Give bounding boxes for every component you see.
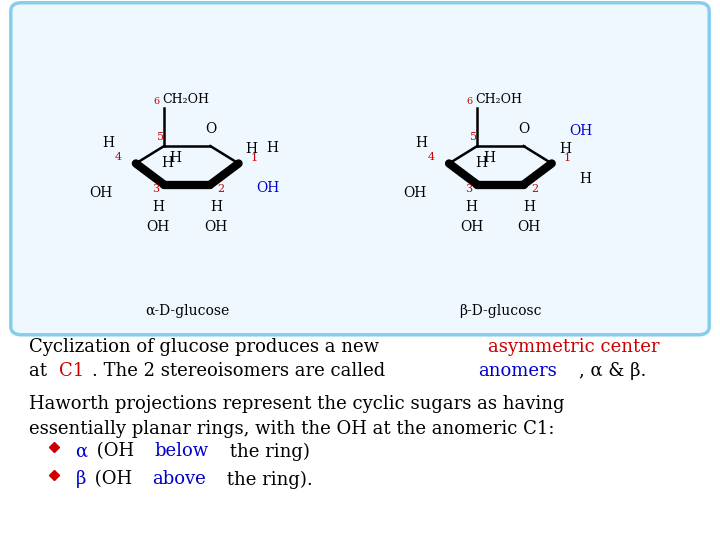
Text: at: at: [29, 362, 53, 380]
Text: H: H: [559, 142, 571, 156]
Text: H: H: [415, 136, 428, 150]
FancyBboxPatch shape: [11, 3, 709, 335]
Text: 3: 3: [152, 184, 159, 194]
Text: H: H: [579, 172, 591, 186]
Text: OH: OH: [518, 220, 541, 234]
Text: O: O: [518, 123, 529, 137]
Text: C1: C1: [60, 362, 85, 380]
Text: above: above: [152, 470, 206, 488]
Text: 5: 5: [470, 132, 477, 143]
Text: H: H: [523, 200, 536, 214]
Text: 3: 3: [465, 184, 472, 194]
Text: OH: OH: [204, 220, 228, 234]
Text: H: H: [152, 200, 164, 214]
Text: OH: OH: [460, 220, 483, 234]
Text: anomers: anomers: [478, 362, 557, 380]
Text: . The 2 stereoisomers are called: . The 2 stereoisomers are called: [92, 362, 391, 380]
Text: α-D-glucose: α-D-glucose: [145, 303, 230, 318]
Text: Haworth projections represent the cyclic sugars as having: Haworth projections represent the cyclic…: [29, 395, 564, 413]
Text: 5: 5: [157, 132, 164, 143]
Text: H: H: [483, 151, 495, 165]
Text: H: H: [246, 142, 258, 156]
Text: 6: 6: [467, 97, 473, 106]
Text: H: H: [266, 141, 278, 156]
Text: essentially planar rings, with the OH at the anomeric C1:: essentially planar rings, with the OH at…: [29, 420, 554, 437]
Text: 2: 2: [531, 184, 538, 194]
Text: α: α: [76, 442, 88, 460]
Text: β: β: [76, 470, 86, 488]
Text: the ring).: the ring).: [222, 470, 313, 489]
Text: H: H: [465, 200, 477, 214]
Text: CH₂OH: CH₂OH: [475, 93, 522, 106]
Text: OH: OH: [570, 124, 593, 138]
Text: (OH: (OH: [89, 470, 138, 488]
Text: O: O: [204, 123, 216, 137]
Text: 6: 6: [153, 97, 160, 106]
Text: below: below: [154, 442, 208, 460]
Text: (OH: (OH: [91, 442, 140, 460]
Text: 2: 2: [217, 184, 225, 194]
Text: OH: OH: [90, 186, 113, 200]
Text: OH: OH: [256, 181, 280, 195]
Text: H: H: [474, 156, 487, 170]
Text: CH₂OH: CH₂OH: [162, 93, 209, 106]
Text: , α & β.: , α & β.: [580, 362, 647, 380]
Text: H: H: [161, 156, 174, 170]
Text: H: H: [210, 200, 222, 214]
Text: β-D-glucosc: β-D-glucosc: [459, 303, 541, 318]
Text: H: H: [102, 136, 114, 150]
Text: Cyclization of glucose produces a new: Cyclization of glucose produces a new: [29, 338, 384, 355]
Text: 4: 4: [428, 152, 435, 162]
Text: 1: 1: [564, 153, 571, 163]
Text: the ring): the ring): [224, 442, 310, 461]
Text: H: H: [170, 151, 181, 165]
Text: OH: OH: [147, 220, 170, 234]
Text: 4: 4: [114, 152, 122, 162]
Text: asymmetric center: asymmetric center: [488, 338, 660, 355]
Text: OH: OH: [403, 186, 426, 200]
Text: 1: 1: [251, 153, 258, 163]
